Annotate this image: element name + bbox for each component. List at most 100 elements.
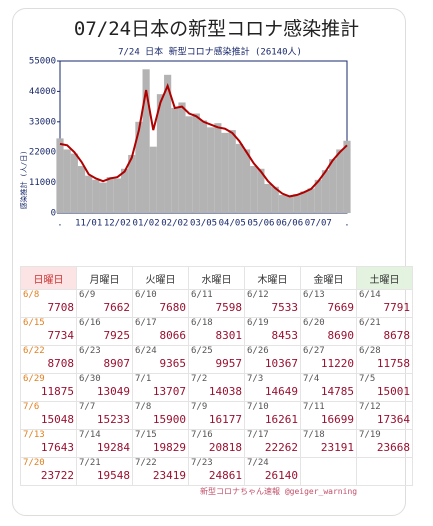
x-tick-label: 05/06 bbox=[247, 219, 274, 229]
bar bbox=[164, 74, 172, 213]
date: 7/15 bbox=[135, 430, 157, 440]
header-title: 07/24日本の新型コロナ感染推計 bbox=[73, 18, 360, 40]
date: 6/24 bbox=[135, 346, 157, 356]
date: 6/14 bbox=[359, 290, 381, 300]
value: 23419 bbox=[152, 469, 186, 482]
day-cell: 6/15 7734 bbox=[20, 317, 77, 346]
day-cell bbox=[356, 457, 413, 486]
week-row: 7/6 15048 7/7 15233 7/8 15900 7/9 16177 7/10 1626… bbox=[20, 401, 413, 430]
value: 7708 bbox=[47, 301, 75, 314]
value: 15048 bbox=[40, 413, 74, 426]
y-tick-label: 55000 bbox=[29, 57, 56, 67]
x-tick-label: 04/05 bbox=[219, 219, 246, 229]
handle: @geiger_warning bbox=[284, 487, 358, 496]
day-cell: 7/6 15048 bbox=[20, 401, 77, 430]
bar bbox=[171, 107, 179, 213]
day-cell: 7/3 14649 bbox=[244, 373, 301, 402]
date: 6/9 bbox=[79, 290, 96, 300]
date: 7/16 bbox=[191, 430, 213, 440]
bar bbox=[135, 121, 143, 213]
bar bbox=[321, 170, 330, 213]
day-cell: 6/9 7662 bbox=[76, 289, 133, 318]
value: 23191 bbox=[320, 441, 354, 454]
day-cell: 7/18 23191 bbox=[300, 429, 357, 458]
date: 7/10 bbox=[247, 402, 269, 412]
value: 14038 bbox=[208, 385, 242, 398]
date: 7/23 bbox=[191, 458, 213, 468]
date: 6/27 bbox=[303, 346, 325, 356]
bar bbox=[156, 94, 165, 213]
day-header: 火曜日 bbox=[132, 266, 189, 290]
y-tick-label: 11000 bbox=[29, 178, 56, 188]
value: 23668 bbox=[376, 441, 410, 454]
bar bbox=[77, 166, 86, 213]
trend-line bbox=[59, 83, 348, 198]
value: 11758 bbox=[376, 357, 410, 370]
day-cell: 6/14 7791 bbox=[356, 289, 413, 318]
day-cell: 6/13 7669 bbox=[300, 289, 357, 318]
value: 14785 bbox=[320, 385, 354, 398]
day-cell: 7/7 15233 bbox=[76, 401, 133, 430]
day-cell: 6/24 9365 bbox=[132, 345, 189, 374]
value: 8301 bbox=[215, 329, 243, 342]
bar bbox=[336, 149, 344, 213]
date: 6/23 bbox=[79, 346, 101, 356]
day-cell: 6/23 8907 bbox=[76, 345, 133, 374]
value: 7598 bbox=[215, 301, 243, 314]
value: 17364 bbox=[376, 413, 410, 426]
day-cell: 7/9 16177 bbox=[188, 401, 245, 430]
y-axis-label: 感染推計 (人/日) bbox=[19, 151, 28, 210]
bar bbox=[70, 153, 78, 213]
day-cell: 7/2 14038 bbox=[188, 373, 245, 402]
bar bbox=[286, 195, 294, 213]
value: 15001 bbox=[376, 385, 410, 398]
date: 6/21 bbox=[359, 318, 381, 328]
day-cell: 7/17 22262 bbox=[244, 429, 301, 458]
date: 7/19 bbox=[359, 430, 381, 440]
day-cell: 6/19 8453 bbox=[244, 317, 301, 346]
date: 7/24 bbox=[247, 458, 269, 468]
header-row: 日曜日 月曜日 火曜日 水曜日 木曜日 金曜日 土曜日 bbox=[20, 266, 413, 290]
x-tick-label: . bbox=[344, 219, 349, 229]
date: 7/21 bbox=[79, 458, 101, 468]
bar bbox=[343, 140, 351, 213]
day-cell: 7/13 17643 bbox=[20, 429, 77, 458]
value: 9365 bbox=[159, 357, 187, 370]
footer: 新型コロナちゃん速報 @geiger_warning bbox=[200, 486, 357, 497]
day-cell: 7/5 15001 bbox=[356, 373, 413, 402]
value: 7734 bbox=[47, 329, 75, 342]
calendar-table: 日曜日 月曜日 火曜日 水曜日 木曜日 金曜日 土曜日 6/8 7708 6/9 7662 6/10 7… bbox=[20, 266, 413, 486]
day-cell: 7/22 23419 bbox=[132, 457, 189, 486]
bar bbox=[185, 116, 193, 213]
bar bbox=[85, 175, 93, 213]
day-cell: 6/30 13049 bbox=[76, 373, 133, 402]
bar bbox=[307, 188, 315, 213]
x-tick-label: 02/02 bbox=[161, 219, 188, 229]
value: 16261 bbox=[264, 413, 298, 426]
bar bbox=[250, 166, 258, 213]
day-cell: 6/27 11220 bbox=[300, 345, 357, 374]
bar bbox=[192, 113, 200, 213]
date: 6/25 bbox=[191, 346, 213, 356]
value: 15233 bbox=[96, 413, 130, 426]
bar bbox=[99, 182, 107, 213]
value: 8066 bbox=[159, 329, 187, 342]
x-tick-label: 03/05 bbox=[190, 219, 217, 229]
value: 22262 bbox=[264, 441, 298, 454]
day-header: 月曜日 bbox=[76, 266, 133, 290]
bar bbox=[329, 159, 337, 213]
value: 7662 bbox=[103, 301, 131, 314]
value: 23722 bbox=[40, 469, 74, 482]
chart: 7/24 日本 新型コロナ感染推計 (26140人) 感染推計 (人/日) 01… bbox=[19, 46, 351, 229]
day-header: 木曜日 bbox=[244, 266, 301, 290]
x-tick-label: . bbox=[57, 219, 62, 229]
value: 11220 bbox=[320, 357, 354, 370]
date: 7/22 bbox=[135, 458, 157, 468]
value: 13707 bbox=[152, 385, 186, 398]
day-cell: 6/18 8301 bbox=[188, 317, 245, 346]
value: 14649 bbox=[264, 385, 298, 398]
value: 8708 bbox=[47, 357, 75, 370]
day-cell: 7/1 13707 bbox=[132, 373, 189, 402]
y-tick-label: 0 bbox=[51, 209, 56, 219]
